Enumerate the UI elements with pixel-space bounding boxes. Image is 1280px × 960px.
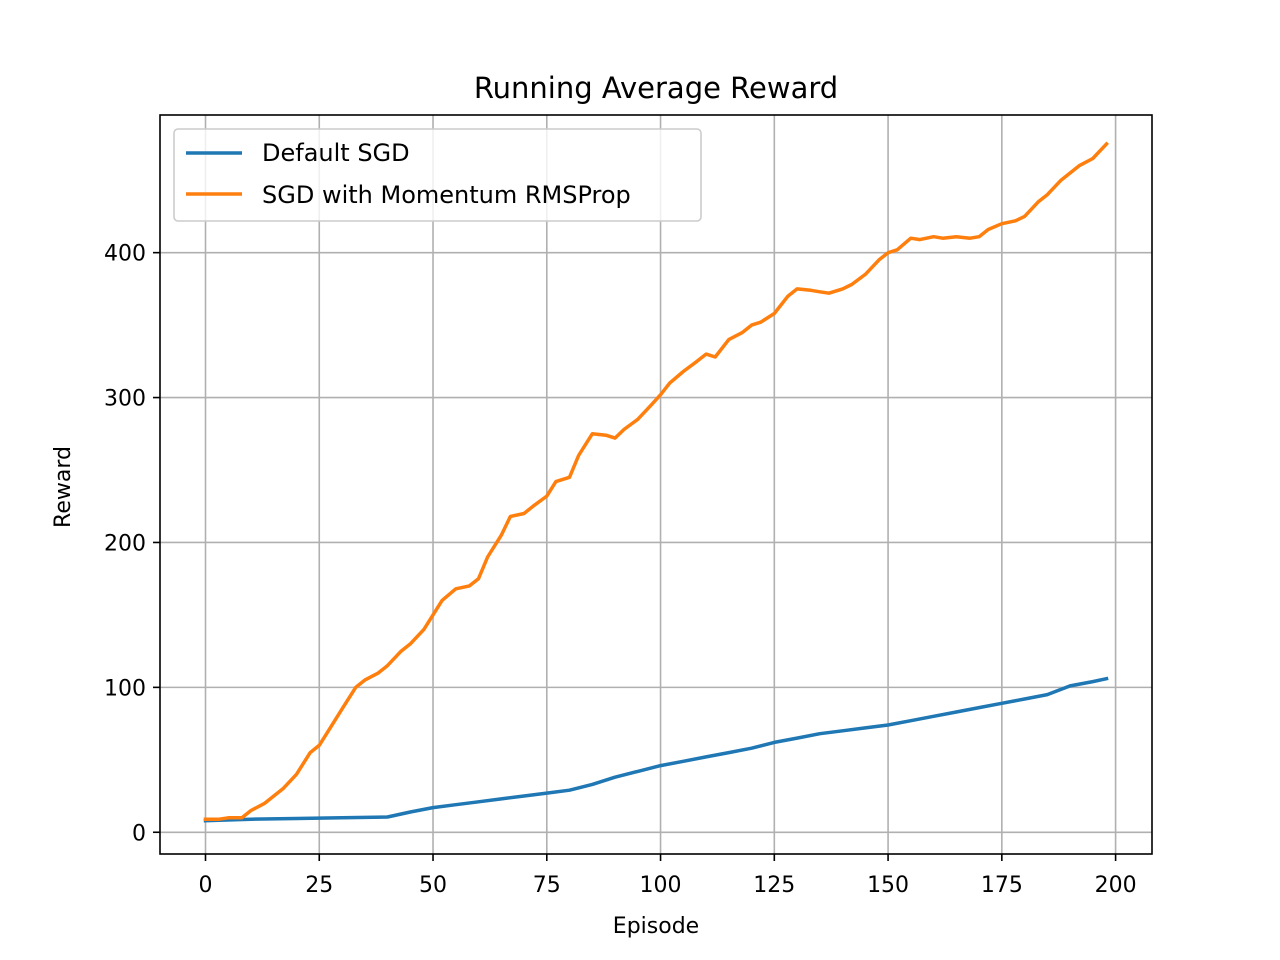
x-axis-label: Episode (613, 914, 699, 939)
x-tick-label: 25 (305, 873, 333, 898)
y-tick-label: 100 (104, 676, 146, 701)
series-layer (203, 141, 1109, 823)
x-tick-label: 100 (640, 873, 682, 898)
x-tick-label: 125 (753, 873, 795, 898)
series-line-default-sgd (203, 676, 1109, 823)
y-axis-label: Reward (51, 446, 76, 528)
series-line-sgd-momentum-rmsprop (203, 141, 1109, 821)
legend: Default SGD SGD with Momentum RMSProp (173, 128, 702, 222)
x-tick-label: 0 (199, 873, 213, 898)
y-tick-label: 400 (104, 242, 146, 267)
x-tick-label: 75 (533, 873, 561, 898)
y-tick-label: 200 (104, 531, 146, 556)
legend-label-sgd-momentum-rmsprop: SGD with Momentum RMSProp (262, 181, 631, 209)
plot-area (160, 115, 1152, 854)
grid (160, 115, 1152, 854)
plot-frame (159, 114, 1153, 855)
legend-frame (173, 128, 702, 222)
x-tick-label: 200 (1095, 873, 1137, 898)
legend-label-default-sgd: Default SGD (262, 139, 410, 167)
x-tick-label: 50 (419, 873, 447, 898)
y-tick-label: 300 (104, 387, 146, 412)
ticks: 0 25 50 75 100 125 150 175 200 0 100 200 300 400 (104, 242, 1137, 898)
x-tick-label: 150 (867, 873, 909, 898)
y-tick-label: 0 (132, 821, 146, 846)
x-tick-label: 175 (981, 873, 1023, 898)
chart-title: Running Average Reward (474, 71, 838, 105)
